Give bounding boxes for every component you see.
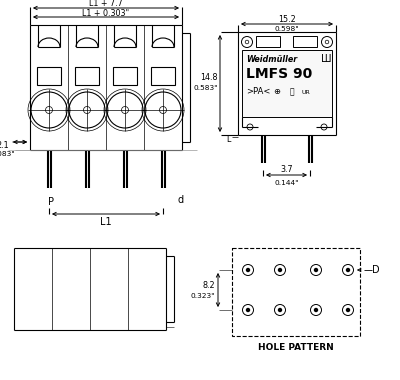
Bar: [113, 67, 137, 85]
Text: 2.1: 2.1: [0, 141, 9, 149]
Circle shape: [246, 309, 250, 312]
Bar: [37, 67, 61, 85]
Bar: [232, 248, 360, 336]
Text: 0.598": 0.598": [275, 26, 299, 32]
Text: Ⓛ: Ⓛ: [290, 87, 295, 97]
Circle shape: [314, 269, 318, 271]
Bar: [75, 67, 99, 85]
Text: 0.083": 0.083": [0, 151, 15, 157]
Text: L1 + 7.7: L1 + 7.7: [89, 0, 123, 8]
Text: L1 + 0.303": L1 + 0.303": [82, 8, 130, 17]
Text: 15.2: 15.2: [278, 14, 296, 24]
Text: 14.8: 14.8: [200, 73, 218, 82]
Circle shape: [314, 309, 318, 312]
Circle shape: [278, 269, 282, 271]
Text: 8.2: 8.2: [202, 280, 215, 290]
Text: 3.7: 3.7: [280, 166, 293, 174]
Text: L: L: [226, 135, 230, 144]
Text: 0.323": 0.323": [190, 293, 215, 299]
Text: L1: L1: [100, 217, 112, 227]
Text: d: d: [178, 195, 184, 205]
Bar: [151, 67, 175, 85]
Text: D: D: [372, 265, 380, 275]
Text: HOLE PATTERN: HOLE PATTERN: [258, 344, 334, 353]
Text: >PA<: >PA<: [246, 87, 270, 97]
Text: Ш: Ш: [321, 54, 331, 64]
Text: LMFS 90: LMFS 90: [246, 67, 312, 81]
Text: UR: UR: [301, 90, 310, 95]
Circle shape: [346, 309, 350, 312]
Bar: [242, 50, 332, 117]
Circle shape: [346, 269, 350, 271]
Bar: [293, 36, 317, 47]
Circle shape: [246, 269, 250, 271]
Text: ⊕: ⊕: [273, 87, 280, 97]
Circle shape: [278, 309, 282, 312]
Text: 0.583": 0.583": [193, 86, 218, 92]
Text: Weidmüller: Weidmüller: [246, 54, 297, 63]
Text: P: P: [48, 197, 54, 207]
Bar: [256, 36, 280, 47]
Text: 0.144": 0.144": [274, 180, 299, 186]
